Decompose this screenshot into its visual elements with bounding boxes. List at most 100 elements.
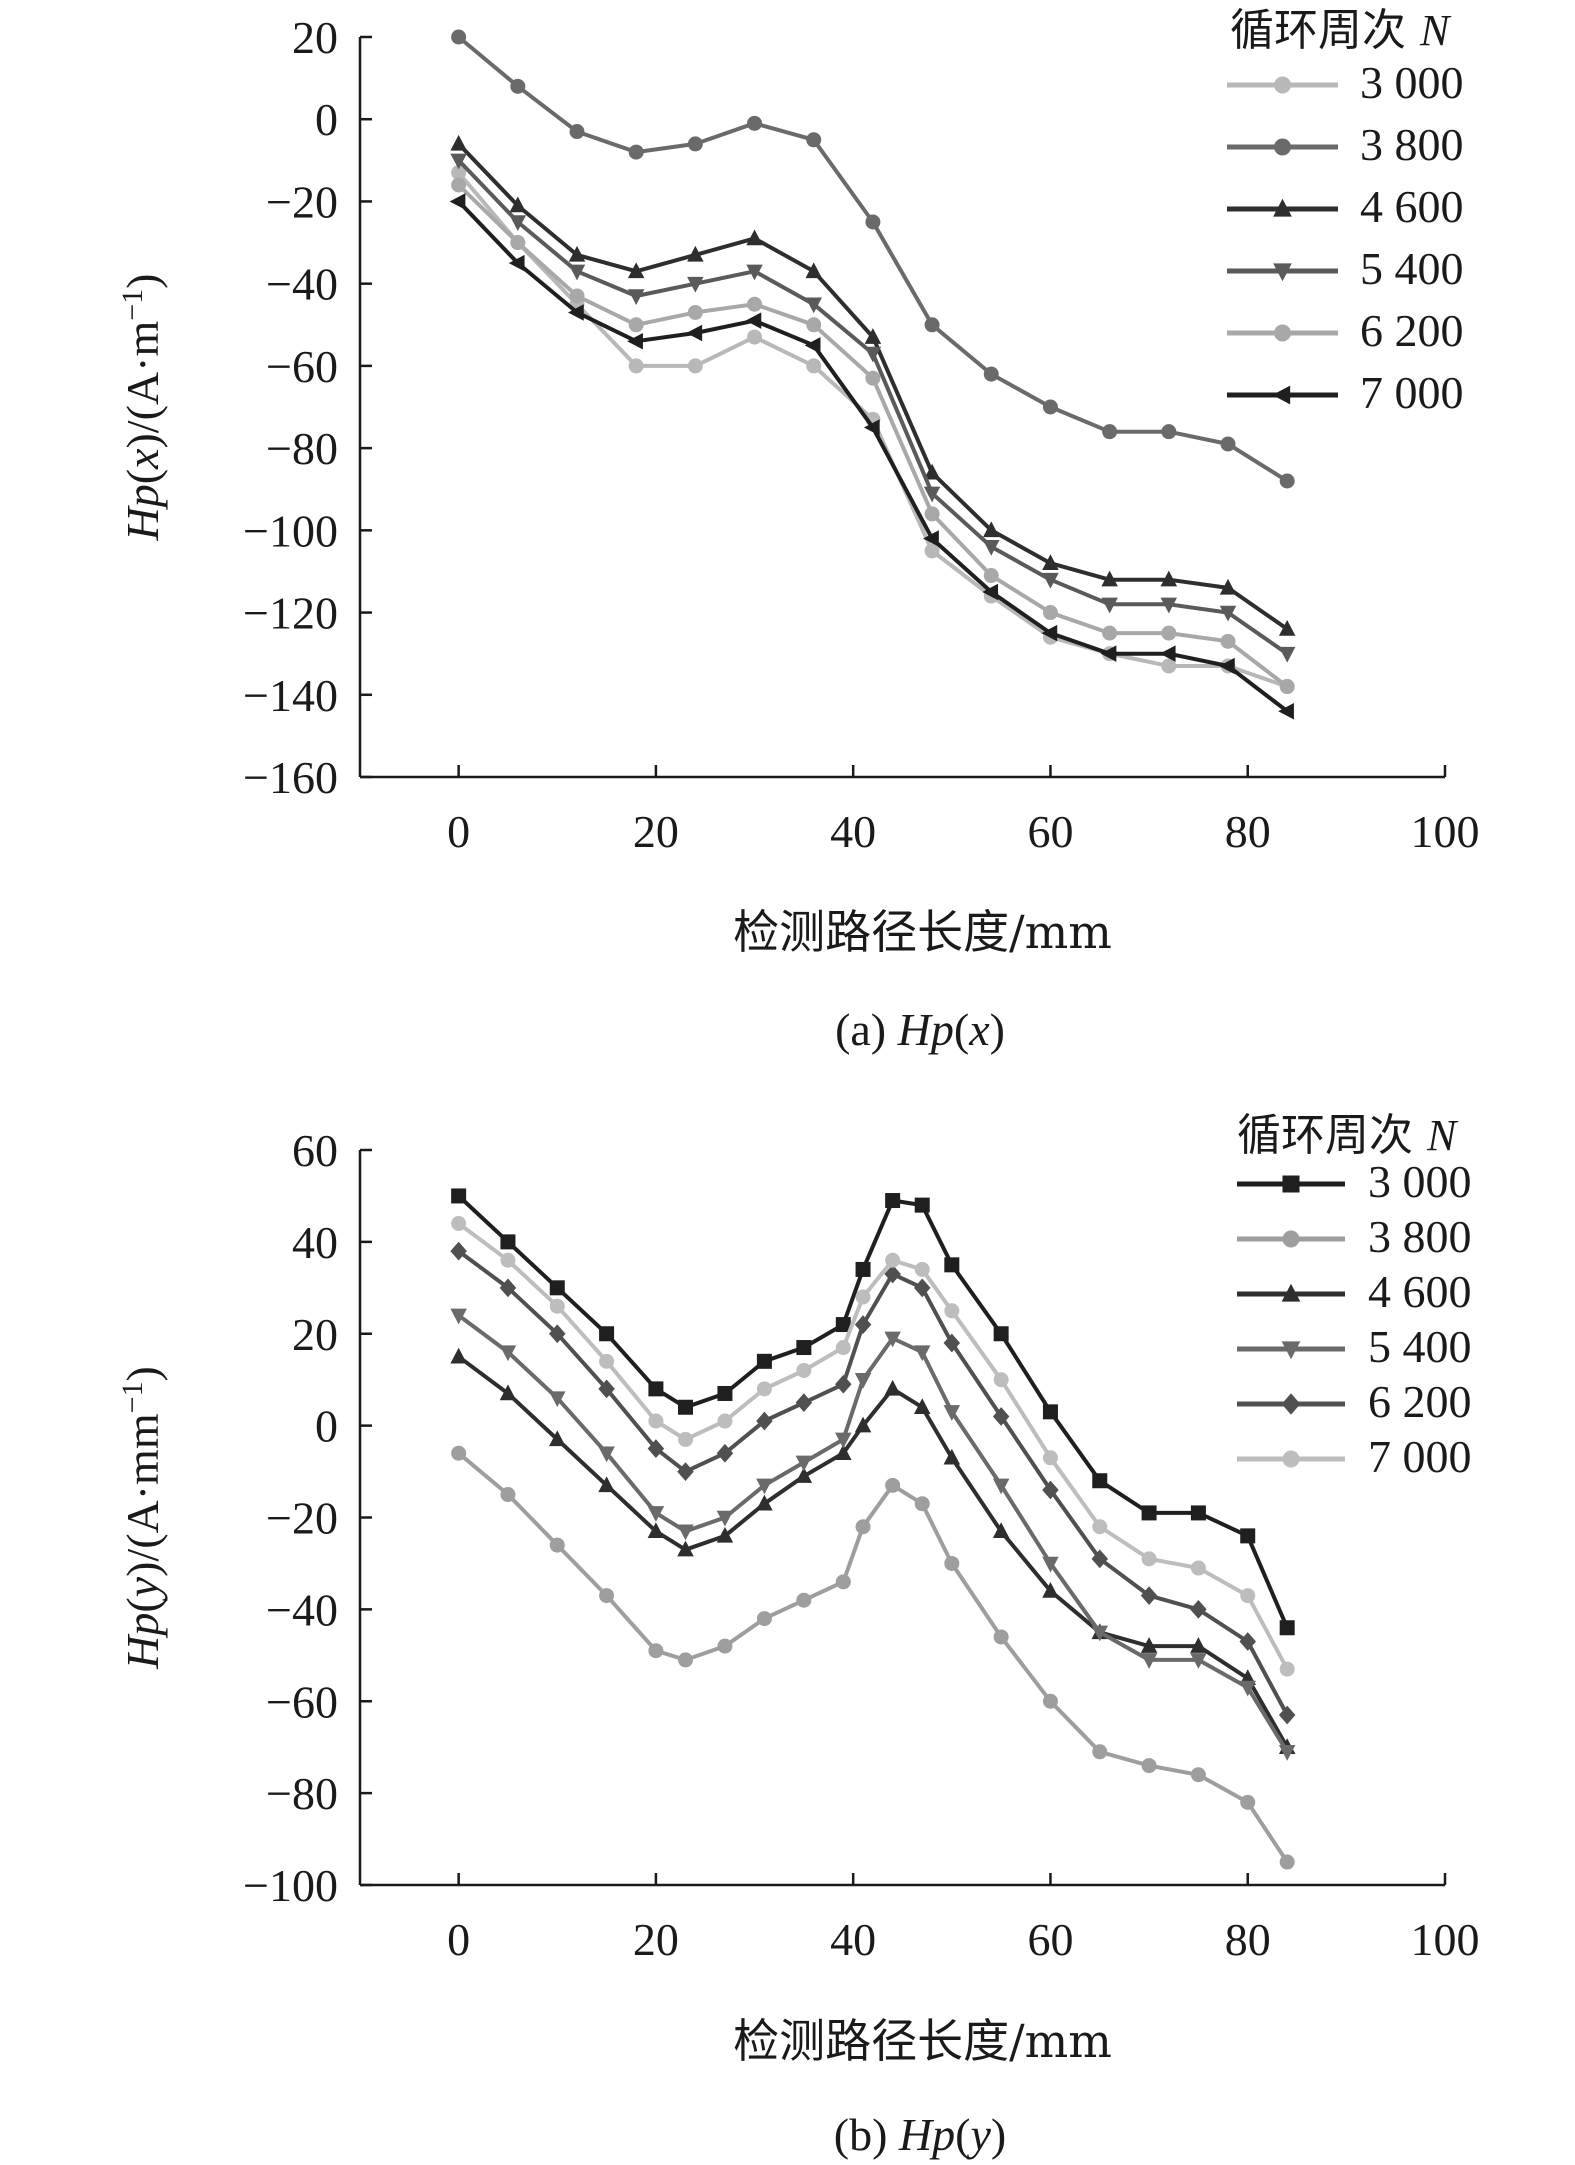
y-tick-label-b: −20 [266,1493,338,1544]
y-tick-label-b: −100 [243,1860,338,1911]
legend-marker-b-5 [1282,1450,1300,1468]
data-point-b-5-3 [599,1353,615,1369]
data-point-b-5-10 [855,1289,871,1305]
data-point-a-3-12 [1160,597,1178,614]
data-point-a-3-9 [983,540,1000,556]
data-point-b-2-15 [1042,1582,1059,1598]
data-point-b-1-3 [599,1588,615,1604]
data-point-b-2-4 [647,1522,665,1539]
data-point-a-5-13 [1219,657,1235,675]
x-tick-label-a: 0 [447,806,470,857]
data-point-b-1-18 [1190,1767,1206,1783]
data-point-b-1-17 [1141,1758,1157,1774]
data-point-b-4-10 [854,1315,872,1334]
data-point-b-2-1 [499,1384,517,1401]
x-tick-label-a: 40 [830,806,876,857]
legend-item-b-3: 5 400 [1237,1321,1472,1372]
data-point-a-1-13 [1220,436,1236,452]
data-point-b-3-17 [1140,1653,1158,1669]
data-point-a-5-7 [863,419,880,436]
data-point-b-2-6 [716,1526,734,1543]
y-tick-label-a: −160 [243,752,338,803]
legend-marker-a-3 [1273,263,1292,282]
data-point-a-3-5 [746,264,763,281]
data-point-a-5-5 [745,312,762,329]
data-point-a-3-11 [1101,597,1118,614]
data-point-a-2-1 [509,196,527,213]
caption-a: (a) Hp(x) [835,1004,1005,1055]
data-point-a-5-11 [1100,645,1117,662]
data-point-a-1-1 [510,78,526,94]
legend-label-a-2: 4 600 [1360,181,1464,232]
data-point-b-2-2 [549,1430,566,1447]
legend-item-a-2: 4 600 [1227,181,1464,232]
data-point-a-2-7 [864,328,882,344]
data-point-b-5-4 [648,1413,664,1429]
legend-item-a-3: 5 400 [1227,243,1464,294]
data-point-a-4-5 [747,296,763,312]
data-point-b-4-6 [716,1443,734,1463]
data-point-b-3-2 [549,1391,566,1408]
data-point-a-2-14 [1278,620,1296,636]
y-tick-label-b: 60 [292,1125,338,1176]
legend-marker-a-1 [1274,138,1291,156]
data-point-b-3-3 [598,1446,615,1463]
data-point-b-4-0 [450,1241,467,1261]
legend-marker-b-3 [1281,1341,1301,1360]
data-point-b-1-10 [855,1519,871,1535]
data-point-a-1-11 [1102,424,1118,440]
x-tick-label-b: 20 [633,1914,679,1965]
series-a-3 [450,153,1296,663]
data-point-b-3-0 [450,1308,467,1325]
y-tick-label-a: −40 [266,259,338,310]
data-point-b-4-18 [1190,1600,1207,1619]
data-point-b-5-5 [678,1431,693,1447]
axes-b: 60 40 20 0 −20 −40 −60 −80 −100 0 20 40 60 80 100 [243,1125,1479,1965]
data-point-a-2-11 [1101,570,1118,587]
data-point-b-3-16 [1091,1625,1109,1642]
data-point-b-0-17 [1141,1505,1157,1521]
data-point-a-2-2 [568,245,586,262]
data-point-b-0-15 [1042,1404,1058,1420]
legend-label-b-3: 5 400 [1368,1321,1472,1372]
data-point-b-2-9 [835,1444,852,1460]
series-layer-b [450,1188,1296,1870]
data-point-b-5-19 [1240,1588,1256,1604]
data-point-a-5-0 [449,193,466,210]
data-point-b-5-6 [717,1413,733,1429]
data-point-b-1-5 [678,1652,693,1668]
y-axis-label-close-a: ) [117,274,168,289]
caption-prefix-b: (b) [834,2109,899,2160]
data-point-b-4-14 [992,1407,1010,1426]
data-point-b-3-1 [499,1345,517,1362]
series-line-b-5 [457,1221,1289,1671]
legend-item-a-4: 6 200 [1227,305,1464,356]
y-tick-label-a: −120 [243,588,338,639]
y-axis-label-arg-a: x [117,448,168,470]
data-point-b-1-13 [944,1555,960,1571]
x-tick-label-b: 80 [1225,1914,1271,1965]
data-point-b-5-12 [914,1261,930,1277]
data-point-b-2-17 [1140,1637,1158,1653]
legend-label-b-1: 3 800 [1368,1211,1472,1262]
data-point-a-1-4 [687,136,703,152]
legend-label-b-5: 7 000 [1368,1431,1472,1482]
data-point-a-3-4 [687,276,704,293]
data-point-b-2-3 [598,1476,615,1493]
data-point-b-1-2 [549,1537,565,1553]
y-axis-label-var-a: Hp [117,484,168,541]
x-tick-label-b: 100 [1411,1914,1480,1965]
data-point-a-5-6 [804,337,821,354]
series-a-2 [450,134,1296,636]
data-point-b-1-9 [835,1574,851,1590]
data-point-b-0-6 [717,1385,733,1401]
data-point-a-1-9 [983,366,999,382]
data-point-b-5-11 [885,1252,901,1268]
data-point-a-2-5 [746,229,763,246]
legend-label-a-5: 7 000 [1360,367,1464,418]
data-point-a-5-2 [568,304,584,321]
data-point-a-4-9 [983,568,999,584]
data-point-a-0-6 [806,358,822,374]
